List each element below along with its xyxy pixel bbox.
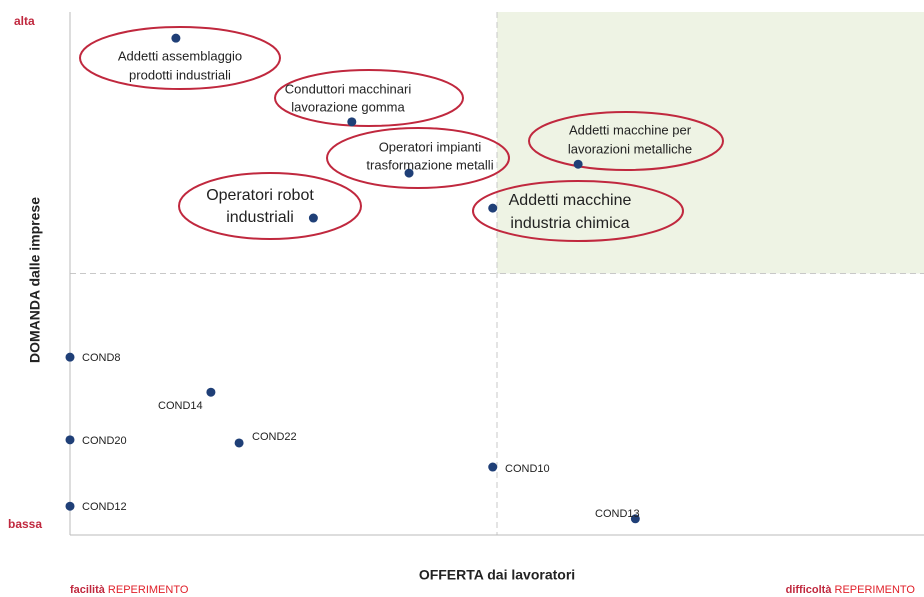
point-label: lavorazioni metalliche xyxy=(568,141,692,156)
corner-right-label: difficoltà REPERIMENTO xyxy=(786,584,916,596)
point-label: COND22 xyxy=(252,431,297,443)
point xyxy=(65,435,75,445)
point-label: COND14 xyxy=(158,400,203,412)
point xyxy=(65,501,75,511)
point-label: COND13 xyxy=(595,508,640,520)
point xyxy=(234,438,244,448)
corner-left-bold: facilità xyxy=(70,584,106,596)
point-label: Addetti assemblaggio xyxy=(118,48,242,63)
point xyxy=(308,213,318,223)
corner-right-bold: difficoltà xyxy=(786,584,833,596)
point xyxy=(65,352,75,362)
point-label: Addetti macchine xyxy=(509,192,632,209)
point-label: trasformazione metalli xyxy=(366,157,493,172)
point-label: COND20 xyxy=(82,435,127,447)
point xyxy=(488,203,498,213)
label-circle xyxy=(472,180,684,242)
point-label: Operatori impianti xyxy=(379,139,482,154)
point-label: Conduttori macchinari xyxy=(285,81,412,96)
highlight-quadrant xyxy=(497,12,924,274)
point-label: industriali xyxy=(226,209,294,226)
x-axis-title: OFFERTA dai lavoratori xyxy=(419,567,575,583)
label-circle xyxy=(274,69,464,127)
corner-right-rest: REPERIMENTO xyxy=(835,584,916,596)
corner-left-rest: REPERIMENTO xyxy=(108,584,189,596)
point-label: COND12 xyxy=(82,501,127,513)
point-label: industria chimica xyxy=(510,215,629,232)
point-label: lavorazione gomma xyxy=(291,99,405,114)
label-circle xyxy=(79,26,281,90)
label-circle xyxy=(178,172,362,240)
y-high-label: alta xyxy=(14,14,35,28)
point-label: Operatori robot xyxy=(206,187,314,204)
y-low-label: bassa xyxy=(8,517,42,531)
point xyxy=(573,159,583,169)
corner-left-label: facilità REPERIMENTO xyxy=(70,584,189,596)
y-axis-title: DOMANDA dalle imprese xyxy=(27,197,43,363)
label-circle xyxy=(528,111,724,171)
point xyxy=(206,387,216,397)
point xyxy=(630,514,640,524)
point xyxy=(404,168,414,178)
point-label: prodotti industriali xyxy=(129,67,231,82)
point-label: COND10 xyxy=(505,463,550,475)
label-circle xyxy=(326,127,510,189)
point xyxy=(347,117,357,127)
point xyxy=(488,462,498,472)
point-label: Addetti macchine per xyxy=(569,122,692,137)
point xyxy=(171,33,181,43)
point-label: COND8 xyxy=(82,352,121,364)
